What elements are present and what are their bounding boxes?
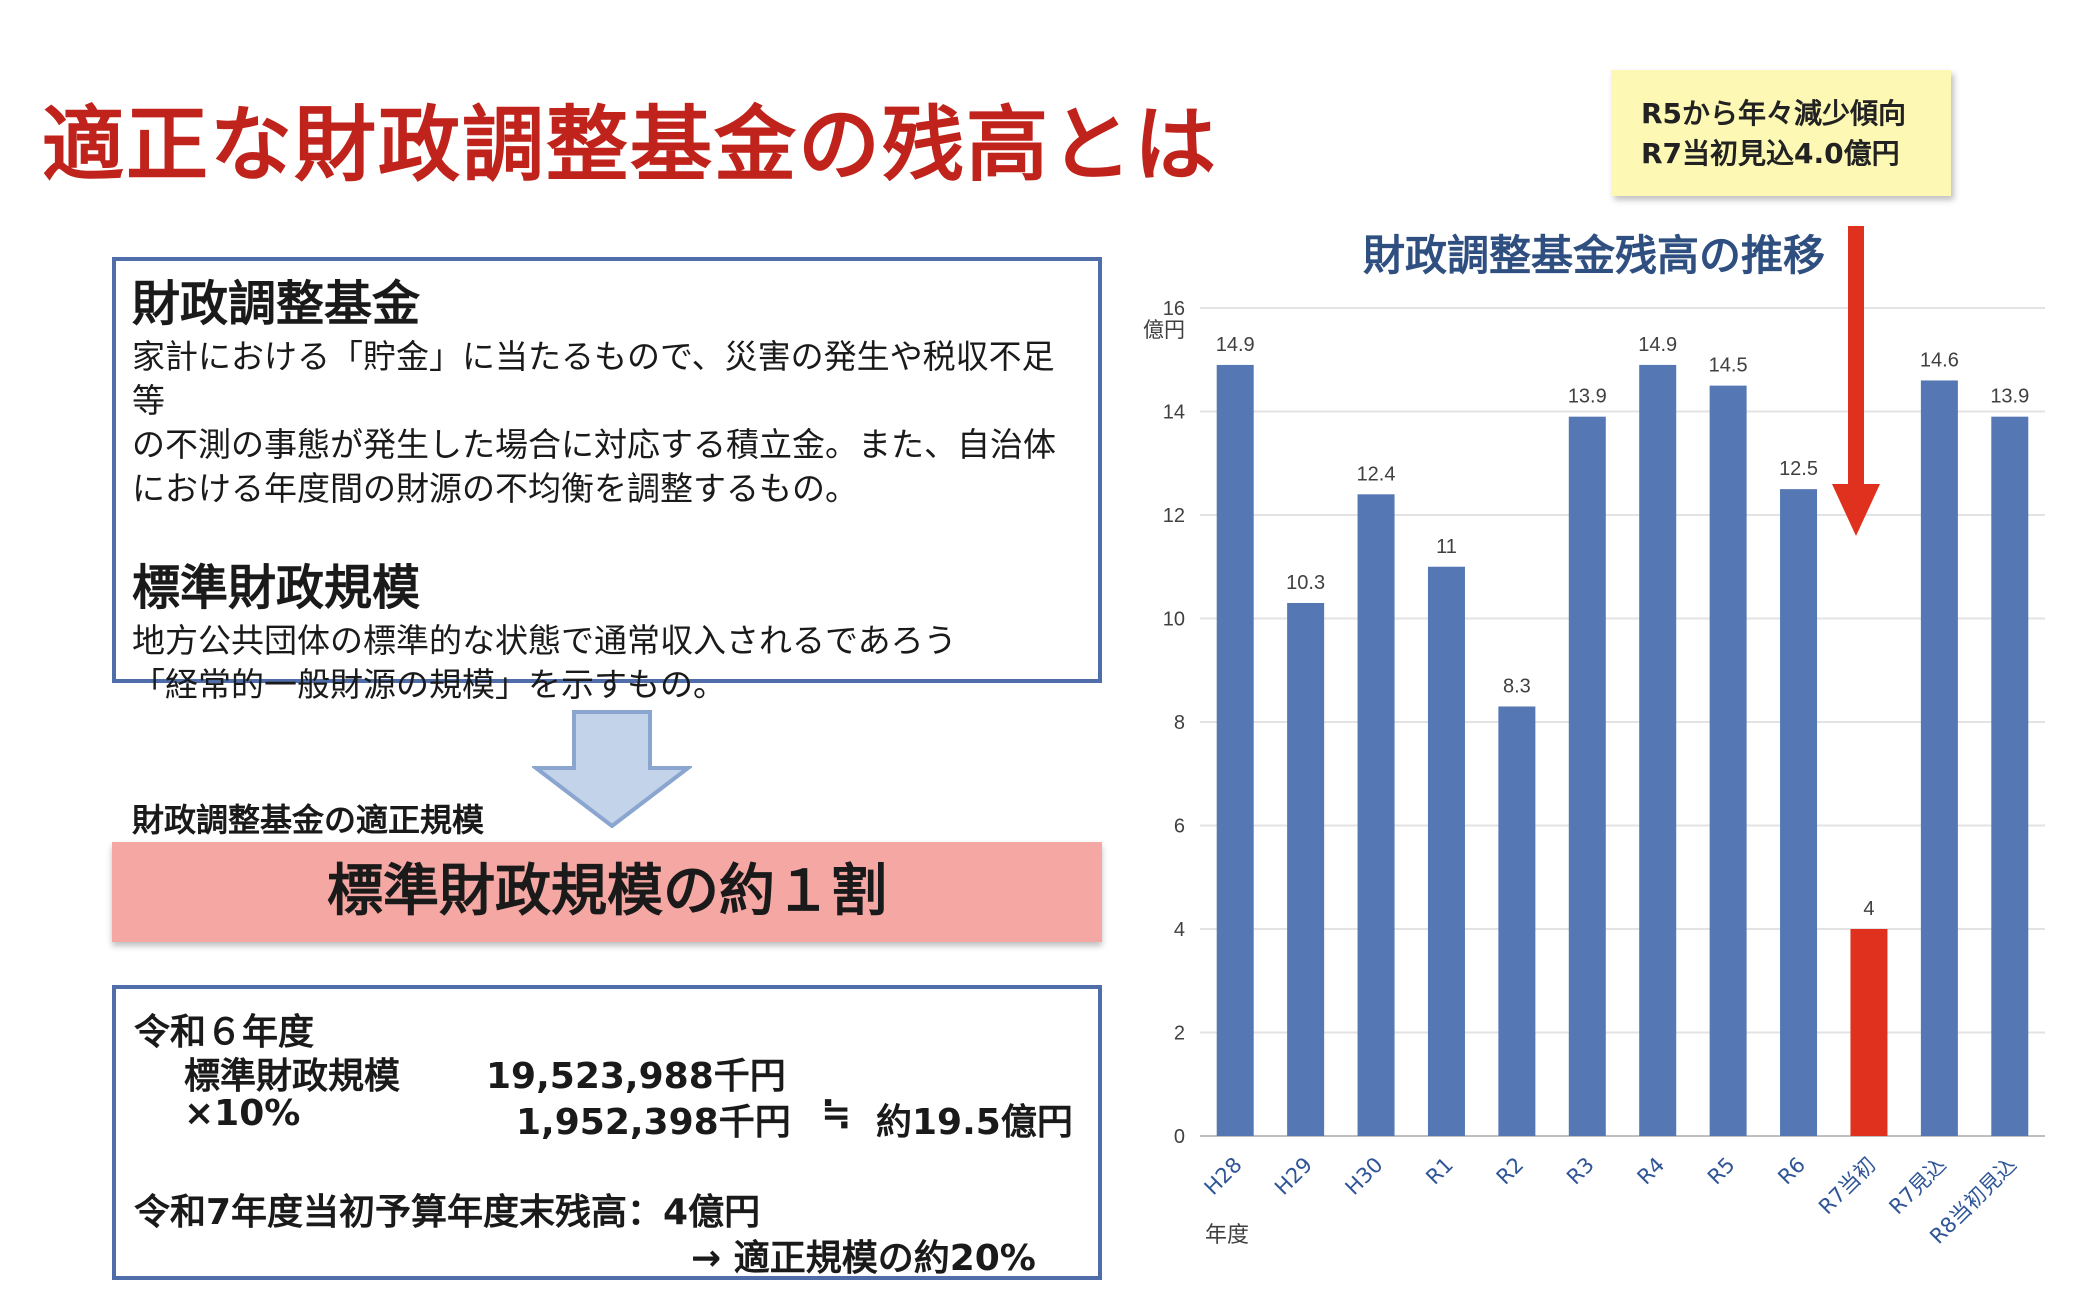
y-tick-label: 16 — [1163, 298, 1185, 320]
calc-label-scale: 標準財政規模 — [184, 1056, 401, 1097]
definition-heading-scale: 標準財政規模 — [132, 560, 421, 616]
data-label: 4 — [1863, 898, 1874, 920]
calc-approx-sign: ≒ — [821, 1093, 852, 1134]
calc-result: 約19.5億円 — [876, 1102, 1073, 1143]
bar-R2 — [1498, 706, 1536, 1136]
x-tick-label: H30 — [1341, 1153, 1388, 1200]
data-label: 13.9 — [1568, 386, 1607, 408]
y-tick-label: 6 — [1174, 816, 1185, 838]
bar-R3 — [1568, 416, 1606, 1136]
x-axis-label: 年度 — [1205, 1223, 1249, 1248]
data-label: 10.3 — [1286, 572, 1325, 594]
definition-text-fund-3: における年度間の財源の不均衡を調整するもの。 — [132, 469, 858, 508]
y-tick-label: 10 — [1163, 609, 1185, 631]
calc-year: 令和６年度 — [134, 1012, 315, 1053]
bar-H30 — [1357, 494, 1395, 1136]
down-arrow-icon — [532, 710, 692, 828]
definition-heading-fund: 財政調整基金 — [132, 276, 421, 332]
y-tick-label: 8 — [1174, 712, 1185, 734]
bar-R1 — [1427, 566, 1465, 1136]
bar-R4 — [1639, 364, 1677, 1136]
y-tick-label: 2 — [1174, 1023, 1185, 1045]
page-title: 適正な財政調整基金の残高とは — [42, 98, 1219, 193]
data-label: 8.3 — [1503, 675, 1531, 697]
bar-H28 — [1216, 364, 1254, 1136]
appropriate-scale-label: 財政調整基金の適正規模 — [132, 801, 485, 839]
definition-text-scale-1: 地方公共団体の標準的な状態で通常収入されるであろう — [132, 621, 957, 660]
calc-value-rate: 1,952,398千円 — [516, 1102, 791, 1143]
definition-text-fund-1: 家計における「貯金」に当たるもので、災害の発生や税収不足等 — [132, 337, 1055, 420]
y-tick-label: 0 — [1174, 1126, 1185, 1148]
decrease-arrow-icon — [1832, 226, 1880, 536]
definition-text-fund-2: の不測の事態が発生した場合に対応する積立金。また、自治体 — [132, 425, 1056, 464]
x-tick-label: R3 — [1562, 1153, 1599, 1190]
x-tick-label: R2 — [1492, 1153, 1529, 1190]
y-axis-unit: 億円 — [1143, 318, 1185, 342]
calc-value-scale: 19,523,988千円 — [486, 1056, 786, 1097]
bar-R7見込 — [1920, 380, 1958, 1136]
definition-box: 財政調整基金 家計における「貯金」に当たるもので、災害の発生や税収不足等 の不測… — [112, 257, 1102, 704]
bar-R7当初 — [1850, 929, 1888, 1136]
data-label: 14.5 — [1709, 355, 1748, 377]
x-tick-label: H28 — [1200, 1153, 1247, 1200]
x-tick-label: R4 — [1633, 1153, 1670, 1190]
calc-balance-line: 令和7年度当初予算年度末残高：4億円 — [134, 1192, 761, 1233]
data-label: 14.9 — [1216, 334, 1255, 356]
calc-ratio-line: → 適正規模の約20% — [691, 1238, 1036, 1279]
callout-line-1: R5から年々減少傾向 — [1641, 97, 1907, 130]
x-tick-label: R6 — [1773, 1153, 1810, 1190]
data-label: 12.5 — [1779, 458, 1818, 480]
data-label: 11 — [1436, 536, 1457, 558]
x-tick-label: H29 — [1270, 1153, 1317, 1200]
x-tick-label: R7見込 — [1884, 1153, 1950, 1219]
y-tick-label: 12 — [1163, 505, 1185, 527]
data-label: 13.9 — [1990, 386, 2029, 408]
y-tick-label: 4 — [1174, 919, 1185, 941]
appropriate-scale-banner: 標準財政規模の約１割 — [112, 842, 1102, 942]
x-tick-label: R7当初 — [1814, 1153, 1880, 1219]
y-tick-label: 14 — [1163, 402, 1185, 424]
callout-line-2: R7当初見込4.0億円 — [1641, 137, 1900, 170]
calculation-box: 令和６年度 標準財政規模 19,523,988千円 ×10% 1,952,398… — [112, 985, 1102, 1280]
x-tick-label: R5 — [1703, 1153, 1740, 1190]
data-label: 14.9 — [1638, 334, 1677, 356]
bar-R8当初見込 — [1991, 416, 2029, 1136]
trend-callout: R5から年々減少傾向 R7当初見込4.0億円 — [1611, 70, 1951, 196]
data-label: 14.6 — [1920, 349, 1959, 371]
x-tick-label: R1 — [1421, 1153, 1458, 1190]
calc-label-rate: ×10% — [184, 1093, 301, 1134]
bar-R5 — [1709, 385, 1747, 1136]
bar-R6 — [1780, 489, 1818, 1136]
data-label: 12.4 — [1357, 463, 1396, 485]
definition-text-scale-2: 「経常的一般財源の規模」を示すもの。 — [132, 665, 726, 704]
chart-title: 財政調整基金残高の推移 — [1363, 231, 1826, 280]
bar-H29 — [1287, 602, 1325, 1136]
